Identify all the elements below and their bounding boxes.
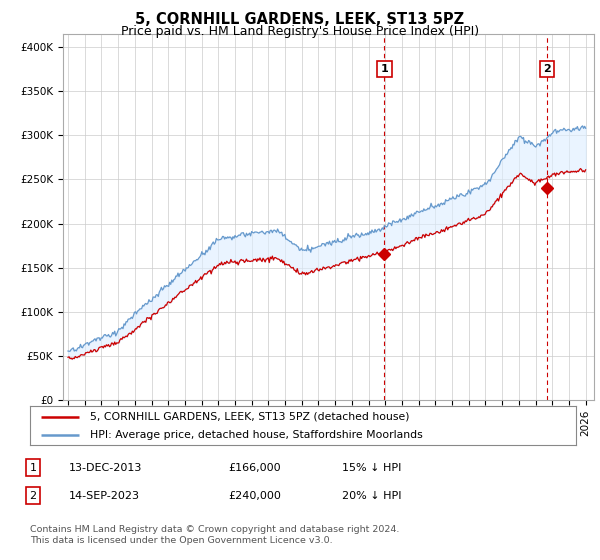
Text: £166,000: £166,000 [228, 463, 281, 473]
Text: 5, CORNHILL GARDENS, LEEK, ST13 5PZ (detached house): 5, CORNHILL GARDENS, LEEK, ST13 5PZ (det… [90, 412, 410, 422]
Text: 20% ↓ HPI: 20% ↓ HPI [342, 491, 401, 501]
Text: 2: 2 [544, 64, 551, 74]
Text: Contains HM Land Registry data © Crown copyright and database right 2024.
This d: Contains HM Land Registry data © Crown c… [30, 525, 400, 545]
Text: 5, CORNHILL GARDENS, LEEK, ST13 5PZ: 5, CORNHILL GARDENS, LEEK, ST13 5PZ [136, 12, 464, 27]
Text: 14-SEP-2023: 14-SEP-2023 [69, 491, 140, 501]
Text: HPI: Average price, detached house, Staffordshire Moorlands: HPI: Average price, detached house, Staf… [90, 430, 423, 440]
Text: 1: 1 [380, 64, 388, 74]
Text: Price paid vs. HM Land Registry's House Price Index (HPI): Price paid vs. HM Land Registry's House … [121, 25, 479, 38]
Text: 13-DEC-2013: 13-DEC-2013 [69, 463, 142, 473]
Text: £240,000: £240,000 [228, 491, 281, 501]
Text: 15% ↓ HPI: 15% ↓ HPI [342, 463, 401, 473]
Text: 1: 1 [29, 463, 37, 473]
Text: 2: 2 [29, 491, 37, 501]
